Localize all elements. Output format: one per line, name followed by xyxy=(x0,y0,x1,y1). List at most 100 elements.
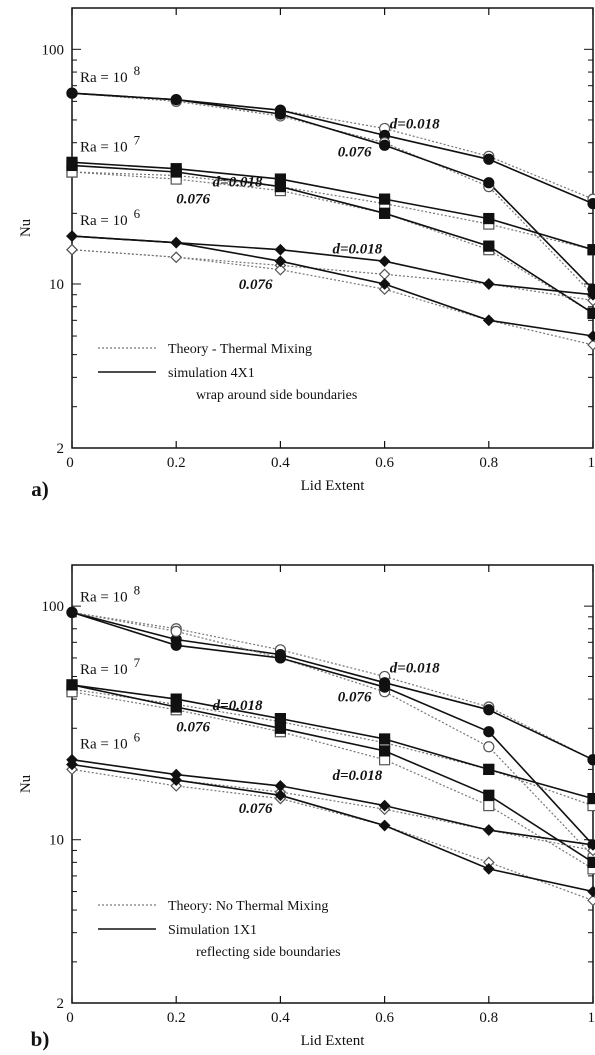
series-line xyxy=(71,763,594,893)
data-point xyxy=(170,774,183,786)
data-point xyxy=(587,330,595,342)
data-point xyxy=(274,713,286,725)
data-point xyxy=(587,856,595,868)
y-tick-label: 10 xyxy=(49,277,64,293)
data-point xyxy=(170,639,182,651)
x-axis-label: Lid Extent xyxy=(301,478,366,494)
ra-label-exponent: 6 xyxy=(134,206,141,221)
plot-frame xyxy=(71,7,594,449)
data-point xyxy=(66,679,78,691)
data-point xyxy=(274,255,287,268)
series-line xyxy=(71,164,594,314)
x-axis-label: Lid Extent xyxy=(301,1033,366,1049)
data-point xyxy=(482,824,495,836)
y-axis-label: Nu xyxy=(18,218,34,237)
series-line xyxy=(71,92,594,200)
data-point xyxy=(379,681,391,693)
data-point xyxy=(587,307,595,319)
x-tick-label: 0.2 xyxy=(167,1010,186,1026)
data-point xyxy=(378,799,391,812)
x-tick-label: 0.6 xyxy=(375,1010,394,1026)
panel-label: a) xyxy=(31,477,49,501)
series-line xyxy=(71,249,594,346)
series-line xyxy=(71,611,594,761)
series-line xyxy=(71,92,594,290)
data-point xyxy=(170,701,182,713)
series-line xyxy=(71,691,594,870)
data-point xyxy=(274,652,286,664)
annotation-label: d=0.018 xyxy=(333,241,383,257)
data-point xyxy=(587,244,595,256)
data-point xyxy=(483,212,495,225)
data-point xyxy=(66,758,78,771)
data-point xyxy=(379,733,391,745)
x-tick-label: 0 xyxy=(66,455,74,471)
data-point xyxy=(274,181,286,193)
x-tick-label: 0.6 xyxy=(375,455,394,471)
panel-b: 0 0.2 0.4 0.6 0.8 1 2 10 100 Lid Extent Nu b) Ra = 1… xyxy=(18,564,595,1051)
ra-label: Ra = 10 7 xyxy=(80,132,141,155)
data-point xyxy=(587,754,595,766)
ra-label-base: Ra = 10 xyxy=(80,737,128,753)
legend-simulation-note: wrap around side boundaries xyxy=(196,388,357,403)
panel-label: b) xyxy=(31,1027,50,1051)
data-point xyxy=(274,789,287,802)
ra-label-base: Ra = 10 xyxy=(80,589,128,605)
plot-frame xyxy=(71,564,594,1004)
data-point xyxy=(483,704,495,716)
ra-label-base: Ra = 10 xyxy=(80,70,128,86)
annotation-label: d=0.018 xyxy=(213,698,263,714)
y-tick-label: 2 xyxy=(57,441,65,457)
data-point xyxy=(379,745,391,757)
data-point xyxy=(378,268,391,281)
annotation-label: d=0.018 xyxy=(390,116,440,132)
x-tick-label: 1 xyxy=(588,1010,595,1026)
series-line xyxy=(71,611,594,857)
series-line xyxy=(71,171,594,251)
data-point xyxy=(66,230,78,242)
annotation-label: 0.076 xyxy=(239,277,273,293)
annotation-label: 0.076 xyxy=(338,144,372,160)
ra-label-base: Ra = 10 xyxy=(80,139,128,155)
data-point xyxy=(170,236,183,249)
series-line xyxy=(71,611,594,846)
series-line xyxy=(71,249,594,302)
legend-simulation-label: Simulation 1X1 xyxy=(168,923,257,938)
ra-label: Ra = 10 6 xyxy=(80,206,141,229)
data-point xyxy=(483,177,495,189)
data-point xyxy=(66,606,78,619)
x-tick-label: 0.4 xyxy=(271,1010,290,1026)
ra-label: Ra = 10 8 xyxy=(80,582,140,605)
data-point xyxy=(66,87,78,99)
data-point xyxy=(378,819,391,832)
annotation-label: d=0.018 xyxy=(333,768,383,784)
y-tick-label: 100 xyxy=(42,599,65,615)
data-point xyxy=(378,278,391,290)
data-point xyxy=(379,207,391,219)
data-point xyxy=(274,780,287,792)
x-tick-label: 0.4 xyxy=(271,455,290,471)
data-point xyxy=(483,153,495,165)
data-point xyxy=(587,839,595,851)
ra-label: Ra = 10 6 xyxy=(80,730,141,753)
x-tick-label: 0.8 xyxy=(479,1010,498,1026)
x-tick-label: 0.8 xyxy=(479,455,498,471)
series-line xyxy=(71,92,594,205)
legend: Theory: No Thermal Mixing Simulation 1X1 r… xyxy=(98,899,341,960)
x-tick-label: 1 xyxy=(588,455,595,471)
panel-a: 0 0.2 0.4 0.6 0.8 1 2 10 100 Lid Extent Nu a) Ra = 1… xyxy=(18,7,595,501)
data-point xyxy=(482,314,495,327)
data-point xyxy=(587,339,595,351)
series-line xyxy=(71,684,594,864)
legend-theory-label: Theory - Thermal Mixing xyxy=(168,342,312,357)
series-line xyxy=(71,161,594,251)
data-point xyxy=(483,741,495,753)
legend-simulation-note: reflecting side boundaries xyxy=(196,945,341,960)
series-line xyxy=(71,758,594,846)
annotation-label: d=0.018 xyxy=(213,175,263,191)
legend: Theory - Thermal Mixing simulation 4X1 wra… xyxy=(98,342,357,403)
legend-simulation-label: simulation 4X1 xyxy=(168,366,255,381)
annotation-label: d=0.018 xyxy=(390,660,440,676)
legend-theory-label: Theory: No Thermal Mixing xyxy=(168,899,328,914)
